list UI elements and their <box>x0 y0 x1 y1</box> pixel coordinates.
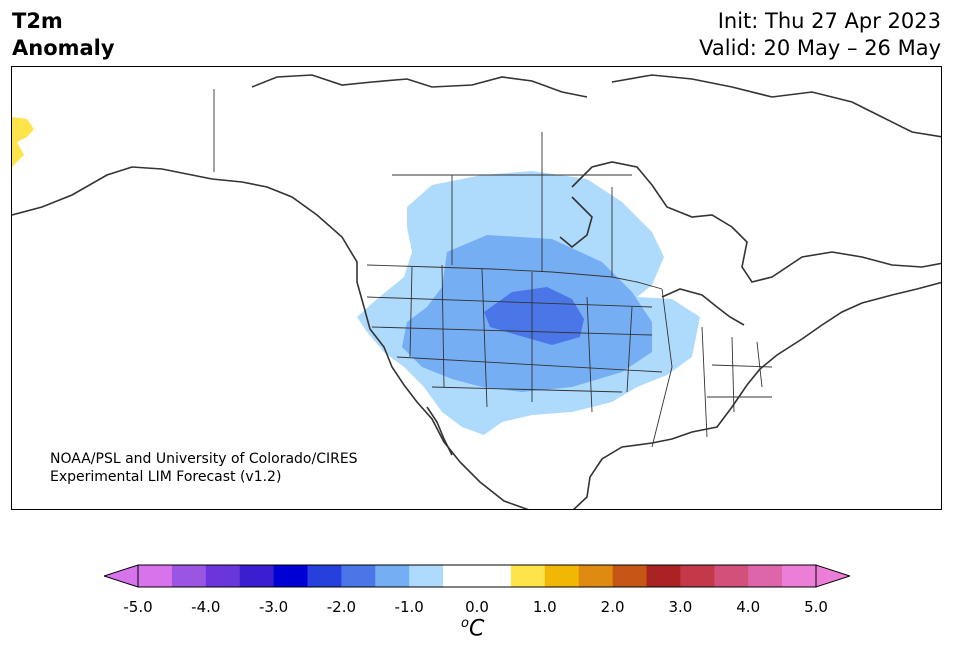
colorbar-tick-label: -2.0 <box>326 598 357 616</box>
colorbar-tick-label: 1.0 <box>532 598 557 616</box>
colorbar-tick-label: 5.0 <box>804 598 828 616</box>
colorbar-cell <box>782 565 817 587</box>
map-credit: NOAA/PSL and University of Colorado/CIRE… <box>50 450 358 486</box>
map-title: T2m Anomaly <box>12 8 115 62</box>
colorbar-cells <box>138 565 817 587</box>
colorbar-cell <box>510 565 546 587</box>
unit-superscript: o <box>461 616 469 631</box>
colorbar-cell <box>714 565 749 587</box>
forecast-dates: Init: Thu 27 Apr 2023 Valid: 20 May – 26… <box>699 8 941 62</box>
colorbar-cell <box>612 565 647 587</box>
colorbar-cell <box>748 565 783 587</box>
colorbar-frame <box>137 564 817 588</box>
colorbar-cell <box>205 565 241 587</box>
title-variable: T2m <box>12 9 63 33</box>
colorbar-cell <box>578 565 614 587</box>
colorbar-tick-label: 0.0 <box>465 598 489 616</box>
colorbar-cell <box>171 565 207 587</box>
colorbar-ticks: -5.0 -4.0 -3.0 -2.0 -1.0 0.0 1.0 2.0 3.0 4.0 5.0 <box>0 598 953 618</box>
colorbar-under-arrow <box>104 564 139 588</box>
colorbar-tick-label: 2.0 <box>600 598 625 616</box>
political-borders <box>213 89 773 448</box>
colorbar-unit: oC <box>461 616 484 641</box>
colorbar-tick-label: -5.0 <box>123 598 153 616</box>
colorbar <box>104 564 850 588</box>
colorbar-cell <box>341 565 376 587</box>
colorbar-tick-label: -1.0 <box>394 598 424 616</box>
colorbar-cell <box>375 565 410 587</box>
coastlines <box>12 74 941 509</box>
colorbar-tick-label: -3.0 <box>258 598 289 616</box>
colorbar-cell <box>409 565 444 587</box>
colorbar-cell <box>239 565 275 587</box>
colorbar-tick-label: 3.0 <box>668 598 693 616</box>
map-canvas <box>12 74 941 509</box>
unit-base: C <box>468 616 485 642</box>
credit-line-1: NOAA/PSL and University of Colorado/CIRE… <box>50 451 358 467</box>
colorbar-cell <box>680 565 715 587</box>
valid-range: Valid: 20 May – 26 May <box>699 36 941 60</box>
colorbar-over-arrow <box>815 564 850 588</box>
colorbar-cell <box>544 565 580 587</box>
colorbar-cell <box>646 565 681 587</box>
colorbar-cell <box>273 565 308 587</box>
colorbar-cell <box>443 565 478 587</box>
title-type: Anomaly <box>12 36 115 60</box>
colorbar-tick-label: 4.0 <box>736 598 761 616</box>
colorbar-cell <box>477 565 512 587</box>
credit-line-2: Experimental LIM Forecast (v1.2) <box>50 469 282 485</box>
colorbar-tick-label: -4.0 <box>191 598 221 616</box>
colorbar-cell <box>138 565 173 587</box>
colorbar-cell <box>307 565 342 587</box>
anomaly-map: NOAA/PSL and University of Colorado/CIRE… <box>11 66 942 510</box>
anomaly-yellow-region <box>12 117 34 167</box>
init-date: Init: Thu 27 Apr 2023 <box>717 9 941 33</box>
